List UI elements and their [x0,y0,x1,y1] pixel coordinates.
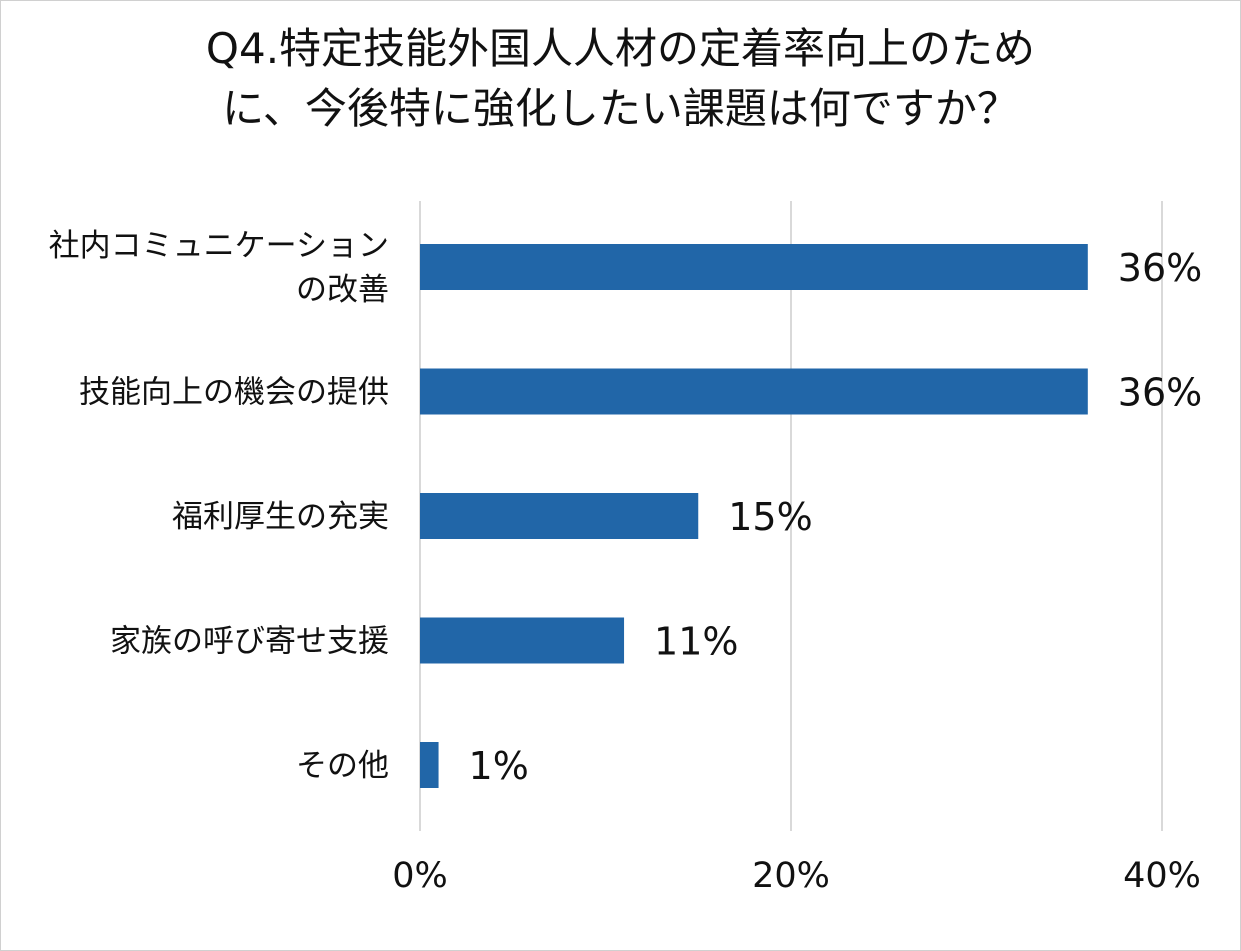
x-tick-label: 0% [392,856,448,896]
category-label: 社内コミュニケーションの改善 [49,228,389,308]
bar [420,244,1088,290]
category-label: 技能向上の機会の提供 [79,375,389,411]
x-tick-label: 20% [752,856,830,896]
bar [420,368,1088,415]
category-label: 福利厚生の充実 [172,499,389,535]
bar [420,493,699,539]
bar [420,617,625,664]
chart-title: Q4.特定技能外国人人材の定着率向上のため に、今後特に強化したい課題は何ですか… [205,24,1036,133]
x-tick-label: 40% [1123,856,1201,896]
data-label: 1% [469,744,529,788]
category-label: その他 [296,748,389,784]
data-label: 11% [654,620,738,664]
data-label: 36% [1118,371,1202,415]
data-label: 36% [1118,246,1202,290]
data-label: 15% [728,495,812,539]
bar [420,742,439,788]
category-label: 家族の呼び寄せ支援 [110,624,389,660]
